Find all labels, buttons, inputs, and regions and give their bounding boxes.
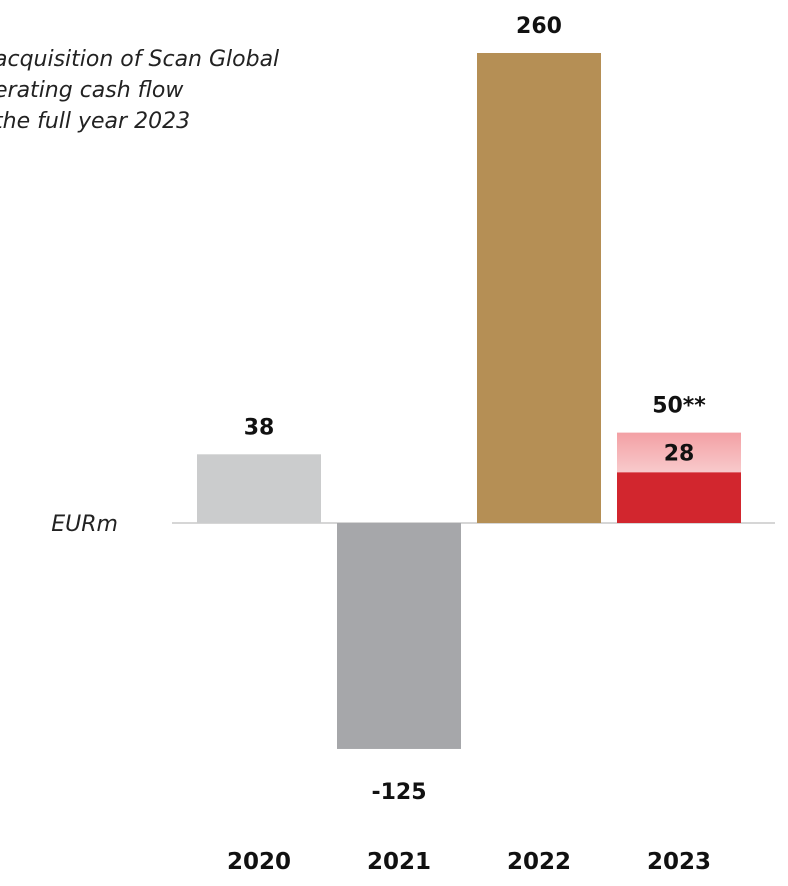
category-label-2021: 2021: [367, 849, 431, 875]
category-label-2020: 2020: [227, 849, 291, 875]
category-label-2022: 2022: [507, 849, 571, 875]
extension-label-2023: 50**: [652, 394, 706, 419]
chart-note: acquisition of Scan Global erating cash …: [0, 44, 420, 137]
chart-note-line-2: erating cash flow: [0, 78, 184, 103]
value-label-2021: -125: [371, 780, 426, 805]
chart-note-line-1: acquisition of Scan Global: [0, 47, 280, 72]
bar-2020: [197, 454, 321, 523]
bar-2022: [477, 53, 601, 523]
value-label-2020: 38: [244, 415, 275, 440]
bar-2021: [337, 523, 461, 749]
chart-note-line-3: the full year 2023: [0, 109, 191, 134]
value-label-2022: 260: [516, 14, 562, 39]
unit-label: EURm: [51, 512, 118, 537]
value-label-2023: 28: [664, 442, 695, 467]
bar-2023: [617, 472, 741, 523]
category-label-2023: 2023: [647, 849, 711, 875]
